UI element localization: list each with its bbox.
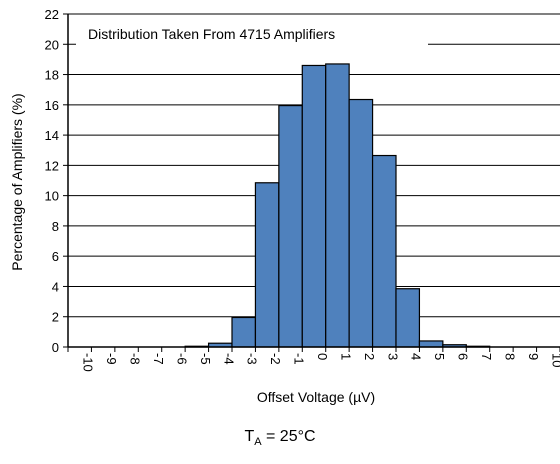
y-tick-label: 0 (52, 340, 59, 355)
x-tick-label: -4 (221, 353, 236, 365)
x-tick-label: 3 (385, 353, 400, 360)
x-tick-label: 4 (409, 353, 424, 360)
bar (231, 316, 257, 348)
x-tick-label: 9 (526, 353, 541, 360)
bar (325, 63, 350, 348)
axes (63, 13, 560, 352)
y-tick-label: 12 (45, 158, 59, 173)
y-tick-label: 8 (52, 219, 59, 234)
x-tick-label: 8 (502, 353, 517, 360)
x-tick-label: -6 (174, 353, 189, 365)
bar (395, 288, 421, 348)
y-tick-label: 2 (52, 310, 59, 325)
annotation-text: Distribution Taken From 4715 Amplifiers (88, 26, 335, 42)
x-tick-label: 10 (549, 353, 560, 367)
x-tick-label: -2 (268, 353, 283, 365)
bars (184, 63, 491, 348)
y-tick-label: 22 (45, 7, 59, 22)
caption-subscript: A (254, 436, 262, 449)
x-tick-label: 1 (338, 353, 353, 360)
x-tick-label: -1 (292, 353, 307, 365)
bar (418, 340, 444, 348)
y-tick-label: 18 (45, 68, 59, 83)
x-tick-label: -10 (81, 353, 96, 372)
bar (301, 64, 327, 348)
x-tick-label: 6 (456, 353, 471, 360)
annotation-box: Distribution Taken From 4715 Amplifiers (76, 22, 428, 46)
temperature-caption: TA = 25°C (0, 428, 560, 448)
caption-symbol: T (244, 428, 255, 445)
y-tick-label: 14 (45, 128, 59, 143)
x-tick-label: 0 (315, 353, 330, 360)
y-tick-label: 10 (45, 189, 59, 204)
bar (348, 98, 374, 348)
x-tick-label: 2 (362, 353, 377, 360)
bar (371, 154, 397, 348)
x-axis-title: Offset Voltage (µV) (257, 389, 375, 405)
y-tick-label: 16 (45, 98, 59, 113)
bar (278, 104, 303, 348)
y-tick-label: 20 (45, 37, 59, 52)
x-tick-label: 7 (479, 353, 494, 360)
x-tick-label: -7 (151, 353, 166, 365)
caption-rest: = 25°C (261, 428, 316, 445)
x-tick-label: -9 (104, 353, 119, 365)
x-tick-label: -5 (198, 353, 213, 365)
y-tick-labels: 0 2 4 6 8 10 12 14 16 18 20 22 (45, 7, 59, 355)
x-tick-label: 5 (432, 353, 447, 360)
x-tick-label: -8 (128, 353, 143, 365)
bar (254, 182, 280, 348)
x-tick-labels: -10 -9 -8 -7 -6 -5 -4 -3 -2 -1 0 1 2 3 4 5 6 7 8 9 10 (81, 353, 560, 372)
y-axis-title: Percentage of Amplifiers (%) (9, 93, 25, 270)
y-tick-label: 4 (52, 279, 59, 294)
y-tick-label: 6 (52, 249, 59, 264)
x-tick-label: -3 (245, 353, 260, 365)
